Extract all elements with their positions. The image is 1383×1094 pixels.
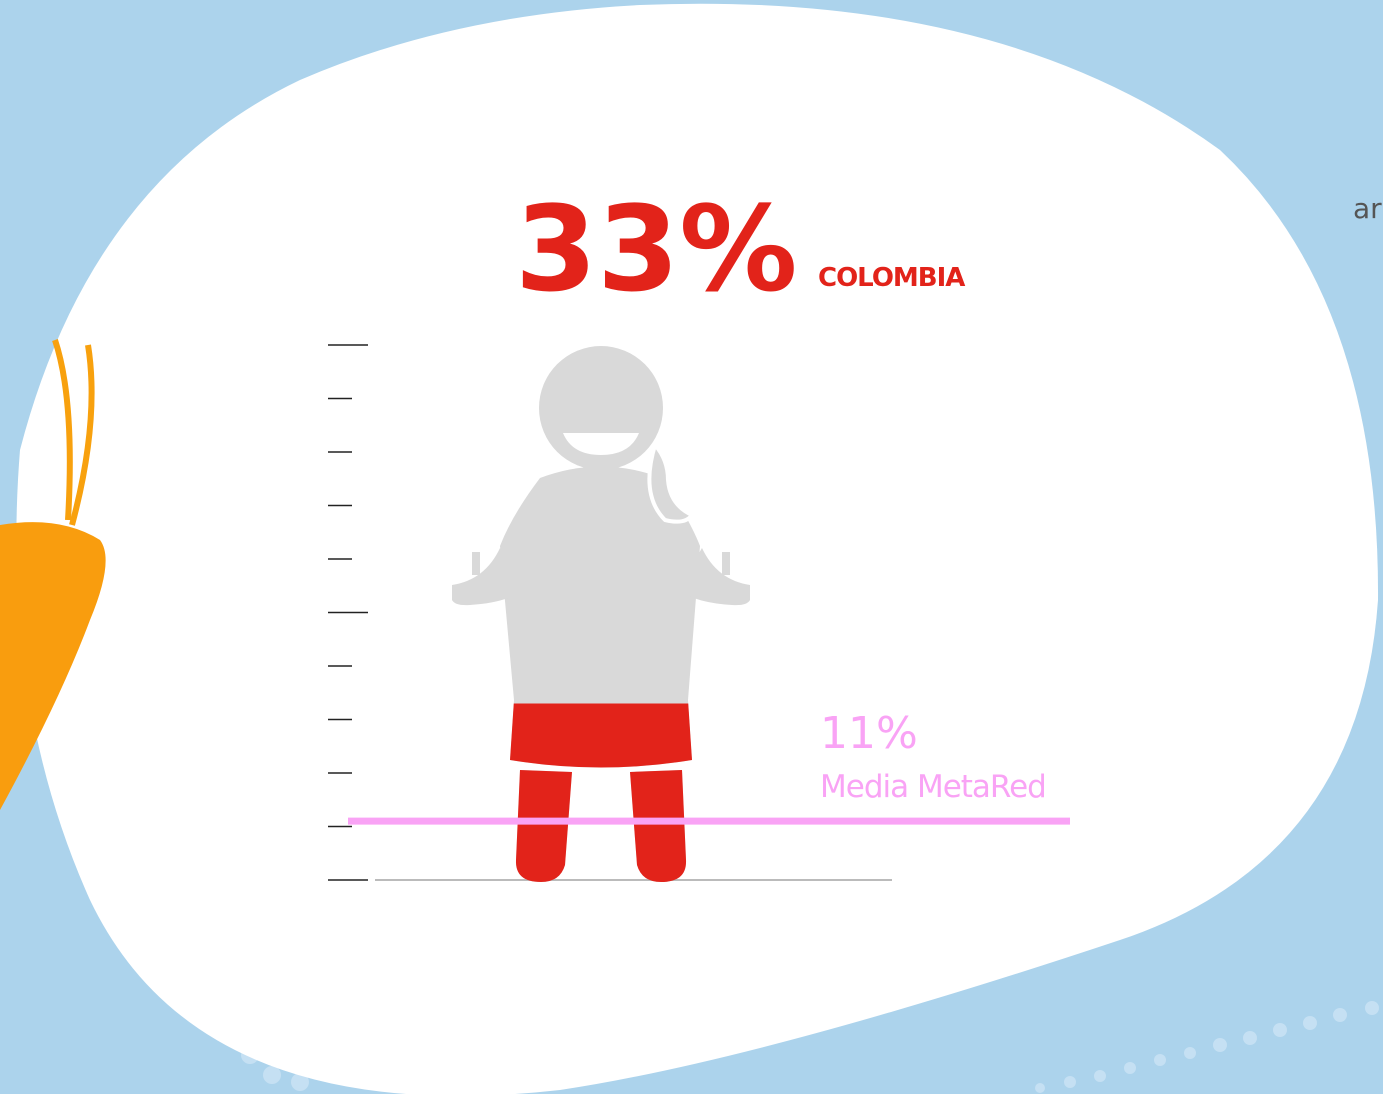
smile (563, 433, 639, 455)
series-name: COLOMBIA (818, 263, 965, 293)
ponytail (647, 440, 696, 524)
cut-off-text: ar (1353, 192, 1382, 225)
reference-name: Media MetaRed (820, 769, 1046, 805)
carrot (0, 339, 106, 810)
reference-value-label: 11% (820, 708, 918, 759)
value-label: 33% (515, 180, 797, 318)
